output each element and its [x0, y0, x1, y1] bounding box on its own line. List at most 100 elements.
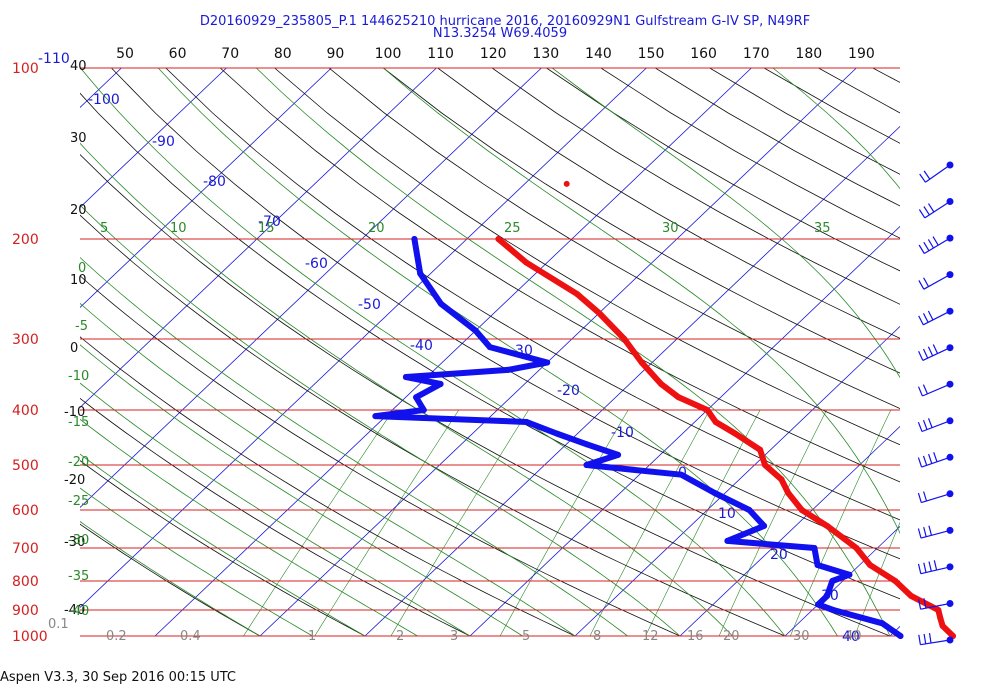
isotherm-line: [80, 68, 437, 408]
top-axis-tick: 70: [221, 46, 239, 62]
isotherm-line: [154, 68, 752, 636]
temperature-trace-point: [658, 381, 665, 387]
dewpoint-trace-point: [824, 592, 831, 599]
pressure-label: 400: [12, 403, 39, 419]
wind-barb-staff: [923, 310, 951, 326]
dewpoint-trace-point: [830, 607, 837, 613]
wind-barb-flag: [918, 244, 925, 254]
mixing-ratio-label: 0.1: [48, 617, 69, 632]
top-axis-tick: 190: [848, 46, 875, 62]
wind-barb-flag: [922, 384, 928, 395]
dry-adiabat-line: [80, 397, 471, 636]
dewpoint-trace-point: [814, 562, 821, 568]
temperature-trace-point: [675, 394, 682, 401]
dewpoint-trace-point: [879, 620, 886, 627]
isotherm-label: 40: [842, 629, 860, 645]
dry-adiabat-line: [219, 68, 900, 483]
isotherm-label: -70: [258, 214, 281, 230]
dewpoint-trace-point: [411, 236, 418, 242]
wind-barb-flag: [917, 386, 923, 397]
isotherm-label: -60: [305, 256, 328, 272]
left-axis-tick: 40: [70, 59, 87, 74]
wind-barb-flag: [923, 633, 927, 644]
left-axis-tick: 10: [70, 273, 87, 288]
wind-barb-staff: [921, 456, 951, 468]
isotherm-line: [80, 68, 647, 608]
isotherm-label: -100: [88, 92, 120, 108]
temperature-trace-point: [638, 359, 645, 366]
dry-adiabat-line: [80, 92, 900, 600]
isotherm-label: 20: [770, 547, 788, 563]
wind-barb-staff: [921, 493, 951, 504]
dewpoint-trace-point: [829, 578, 836, 584]
wind-barb-staff: [923, 237, 951, 255]
wind-barb-flag: [917, 421, 923, 432]
moist-adiabat-line: [80, 344, 523, 636]
mixing-ratio-line: [854, 521, 900, 636]
dewpoint-trace-point: [584, 441, 591, 448]
wind-barb-flag: [918, 315, 924, 326]
moist-adiabat-label: 0: [78, 261, 86, 276]
dewpoint-trace-point: [724, 537, 731, 544]
dry-adiabat-line: [437, 68, 900, 339]
dry-adiabat-label: 15: [258, 221, 275, 236]
wind-barb-flag: [917, 492, 922, 503]
moist-adiabat-line: [80, 487, 313, 636]
dry-adiabat-line: [80, 214, 786, 636]
temperature-trace-point: [785, 490, 792, 496]
dry-adiabat-line: [982, 68, 1000, 636]
top-axis-tick: 80: [274, 46, 292, 62]
dry-adiabat-line: [165, 68, 900, 521]
dewpoint-trace-point: [417, 270, 424, 277]
top-axis-tick: 160: [690, 46, 717, 62]
temperature-trace-point: [621, 336, 628, 342]
mixing-ratio-line: [902, 410, 991, 636]
top-axis-tick: 180: [795, 46, 822, 62]
wind-barb-flag: [932, 344, 939, 354]
isotherm-label: -80: [203, 174, 226, 190]
dry-adiabat-line: [80, 275, 681, 636]
pressure-label: 800: [12, 574, 39, 590]
wind-barb-flag: [927, 203, 935, 213]
wind-barb-staff: [924, 200, 951, 219]
top-axis-tick: 110: [427, 46, 454, 62]
moist-adiabat-label: -20: [68, 455, 89, 470]
wind-barb-flag: [919, 173, 926, 183]
temperature-trace-point: [523, 259, 530, 266]
mixing-ratio-label: 12: [642, 629, 659, 644]
wind-barb-flag: [918, 209, 926, 219]
mixing-ratio-label: 1: [308, 629, 316, 644]
wind-barb-flag: [917, 528, 922, 539]
mixing-ratio-label: 20: [723, 629, 740, 644]
temperature-trace-point: [853, 545, 860, 551]
dry-adiabat-label: 30: [662, 221, 679, 236]
temperature-trace-point: [892, 578, 899, 584]
wind-barb-flag: [923, 562, 927, 573]
dewpoint-trace-point: [678, 471, 685, 478]
top-axis-tick: 100: [375, 46, 402, 62]
temperature-trace-point: [798, 507, 805, 513]
isotherm-line: [364, 125, 900, 636]
wind-barb-flag: [922, 348, 929, 359]
dry-adiabat-label: 35: [814, 221, 831, 236]
dry-adiabat-label: 10: [170, 221, 187, 236]
dewpoint-trace-point: [437, 381, 444, 387]
left-axis-tick: 20: [70, 203, 87, 218]
isotherm-line: [469, 225, 900, 636]
top-axis-tick: 50: [116, 46, 134, 62]
isotherm-label: 10: [718, 506, 736, 522]
mixing-ratio-line: [589, 409, 710, 636]
wind-barb-flag: [923, 206, 930, 216]
temperature-trace-point: [937, 615, 944, 622]
dewpoint-trace-point: [486, 344, 493, 351]
wind-barb-flag: [922, 455, 928, 466]
moist-adiabat-line: [80, 382, 471, 636]
isotherm-label: -10: [611, 425, 634, 441]
top-axis-tick: 90: [326, 46, 344, 62]
dewpoint-trace-point: [897, 633, 904, 639]
dry-adiabat-label: 5: [100, 221, 108, 236]
dry-adiabat-line: [80, 523, 261, 636]
temperature-trace-point: [778, 476, 785, 483]
dewpoint-trace-point: [746, 507, 753, 513]
moist-adiabat-line: [80, 142, 733, 636]
